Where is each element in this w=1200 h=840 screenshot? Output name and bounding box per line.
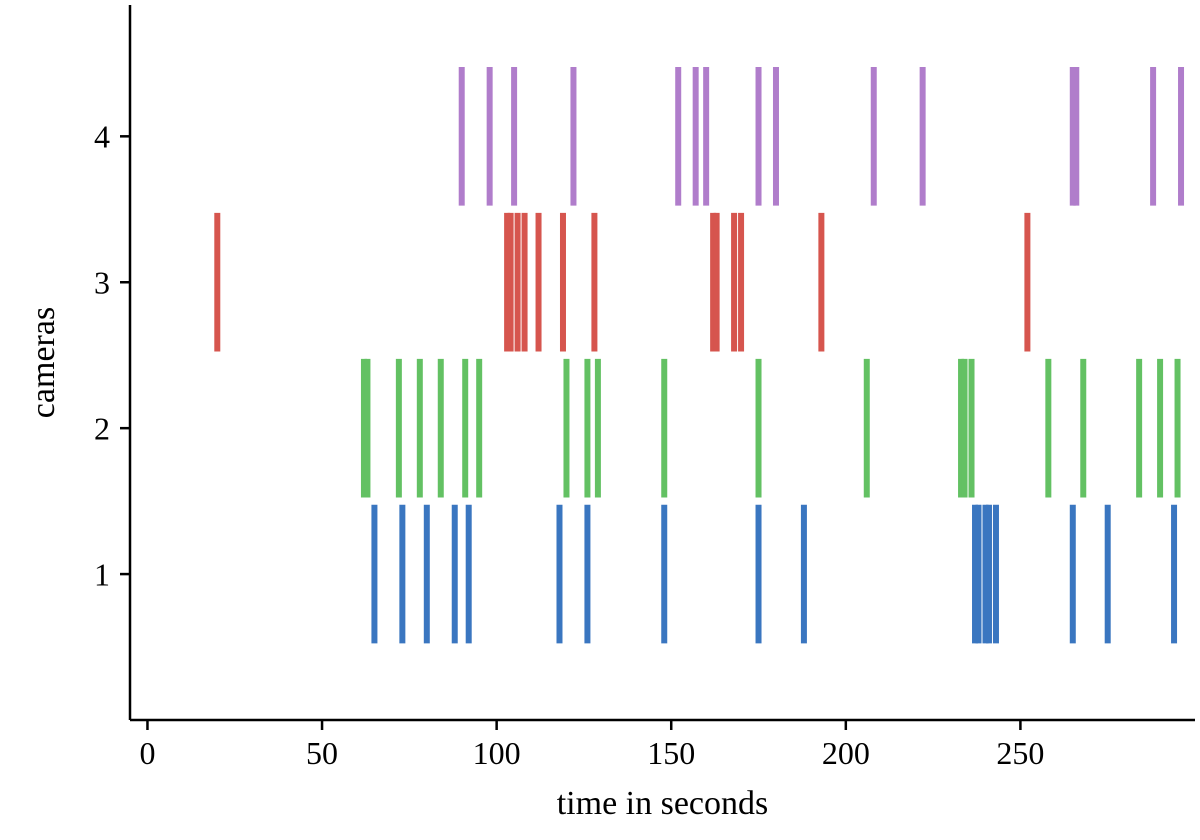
events-group bbox=[217, 67, 1181, 643]
y-tick-label: 3 bbox=[94, 264, 110, 300]
x-tick-label: 250 bbox=[996, 735, 1044, 771]
x-tick-label: 150 bbox=[647, 735, 695, 771]
y-tick-label: 4 bbox=[94, 119, 110, 155]
chart-svg: 0 50 100 150 200 250 1 2 3 4 time in seconds camera… bbox=[0, 0, 1200, 840]
y-tick-label: 2 bbox=[94, 410, 110, 446]
y-axis-label: cameras bbox=[25, 307, 62, 418]
x-tick-label: 0 bbox=[139, 735, 155, 771]
event-raster-chart: 0 50 100 150 200 250 1 2 3 4 time in seconds camera… bbox=[0, 0, 1200, 840]
x-axis-label: time in seconds bbox=[557, 785, 769, 822]
x-tick-label: 50 bbox=[306, 735, 338, 771]
x-tick-label: 100 bbox=[473, 735, 521, 771]
y-tick-label: 1 bbox=[94, 556, 110, 592]
x-tick-label: 200 bbox=[822, 735, 870, 771]
